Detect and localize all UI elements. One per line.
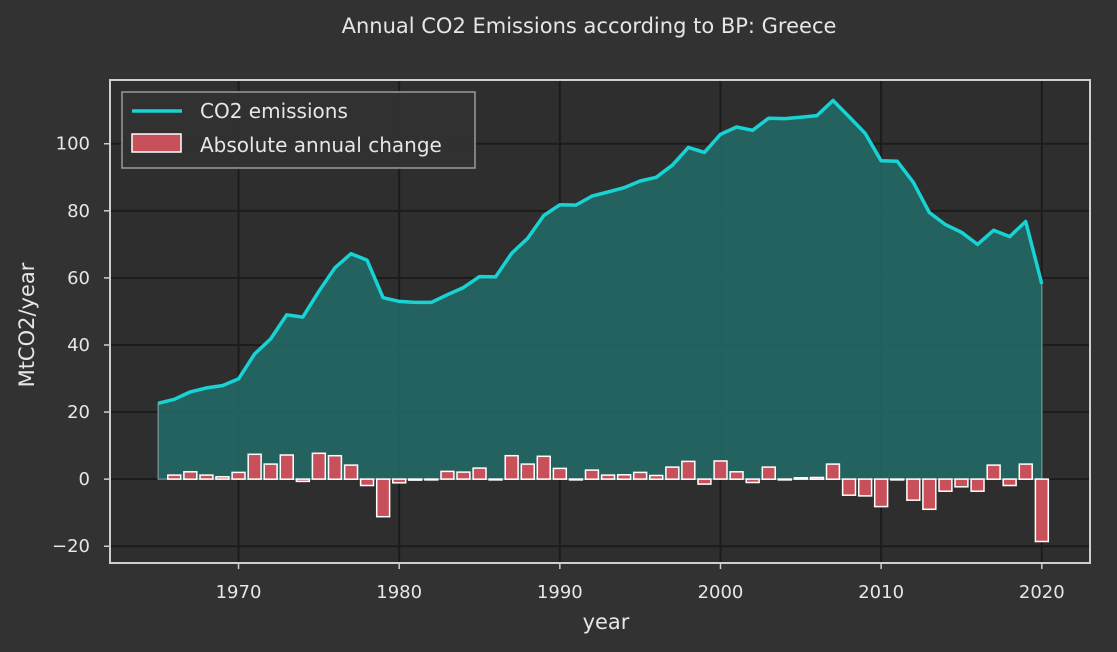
change-bar [616,474,632,480]
change-bar [552,467,568,480]
change-bar [729,471,744,480]
change-bar [1034,478,1050,543]
change-bar [584,469,600,480]
change-bar [938,478,953,492]
change-bar [295,478,311,483]
x-tick-label: 2020 [1019,582,1065,603]
change-bar [600,474,616,480]
y-tick-label: 100 [56,134,90,155]
change-bar [343,464,359,480]
change-bar [922,478,937,511]
y-tick-label: 80 [67,201,90,222]
change-bar [713,460,728,480]
change-bar [954,478,969,488]
legend-label-annual-change: Absolute annual change [200,133,442,157]
change-bar [520,463,535,480]
x-tick-label: 2010 [858,582,904,603]
change-bar [793,477,809,480]
change-bar [681,460,696,480]
change-bar [873,478,889,508]
change-bar [568,478,584,481]
legend-label-co2-emissions: CO2 emissions [200,99,348,123]
y-tick-label: 0 [79,469,90,490]
change-bar [440,470,455,480]
x-tick-label: 1980 [376,582,422,603]
y-tick-label: −20 [52,536,90,557]
plot-area [109,79,1091,564]
change-bar [183,471,198,480]
change-bar [761,466,776,480]
x-tick-label: 1970 [216,582,262,603]
change-bar [472,467,487,480]
change-bar [263,463,278,480]
change-bar [231,471,246,480]
change-bar [279,454,294,480]
change-bar [1002,478,1017,487]
change-bar [1018,463,1033,480]
change-bar [536,455,551,480]
co2-emissions-line [157,98,1044,405]
y-axis-title: MtCO2/year [15,262,39,387]
annual-change-bars [167,452,1050,543]
change-bar [906,478,921,501]
x-axis-ticks: 1970 1980 1990 2000 2010 2020 [216,563,1065,603]
change-bar [841,478,857,496]
change-bar [649,474,664,480]
y-tick-label: 60 [67,268,90,289]
change-bar [986,464,1001,480]
change-bar [167,474,182,480]
change-bar [247,453,262,480]
change-bar [359,478,375,487]
legend-swatch-bar [131,133,182,153]
x-tick-label: 1990 [537,582,583,603]
change-bar [215,476,230,480]
change-bar [199,474,214,480]
change-bar [745,478,760,484]
change-bar [424,478,439,481]
change-bar [777,478,792,481]
change-bar [375,478,391,518]
change-bar [327,454,343,480]
legend: CO2 emissions Absolute annual change [121,91,476,169]
change-bar [970,478,985,492]
change-bar [665,466,680,480]
change-bar [392,478,407,484]
change-bar [488,478,503,481]
legend-box [121,91,476,169]
y-tick-label: 20 [67,402,90,423]
x-tick-label: 2000 [698,582,744,603]
change-bar [809,476,825,480]
change-bar [456,471,471,480]
change-bar [632,471,648,480]
plot-frame [109,79,1091,564]
x-axis-title: year [583,610,630,634]
change-bar [408,478,423,481]
change-bar [311,452,327,480]
y-tick-label: 40 [67,335,90,356]
change-bar [697,478,712,485]
change-bar [504,454,519,480]
change-bar [857,478,873,497]
chart-title: Annual CO2 Emissions according to BP: Gr… [342,14,837,38]
change-bar [890,478,905,481]
y-axis-ticks: −20 0 20 40 60 80 100 [52,134,110,557]
change-bar [825,463,841,480]
